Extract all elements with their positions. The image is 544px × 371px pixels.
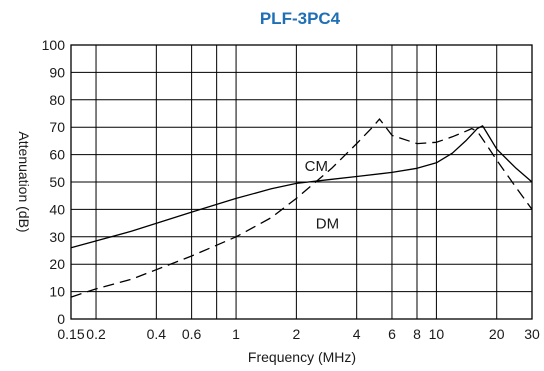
plot-frame bbox=[70, 44, 533, 320]
y-tick-label: 50 bbox=[49, 174, 65, 190]
y-tick-label: 80 bbox=[49, 92, 65, 108]
annotations: CM DM bbox=[305, 158, 339, 233]
x-tick-labels: 0.15 0.2 0.4 0.6 1 2 4 6 8 10 20 30 bbox=[57, 326, 540, 342]
y-tick-label: 90 bbox=[49, 64, 65, 80]
y-tick-label: 100 bbox=[42, 37, 66, 53]
x-tick-label: 20 bbox=[489, 326, 505, 342]
x-tick-label: 0.6 bbox=[182, 326, 202, 342]
x-tick-label: 10 bbox=[429, 326, 445, 342]
x-axis-label: Frequency (MHz) bbox=[248, 349, 356, 365]
x-tick-label: 4 bbox=[353, 326, 361, 342]
y-tick-label: 70 bbox=[49, 119, 65, 135]
y-axis-label: Attenuation (dB) bbox=[16, 131, 32, 232]
x-tick-label: 30 bbox=[524, 326, 540, 342]
x-tick-label: 0.2 bbox=[86, 326, 106, 342]
curve-label-cm: CM bbox=[305, 158, 328, 175]
x-tick-label: 8 bbox=[413, 326, 421, 342]
chart-title: PLF-3PC4 bbox=[260, 9, 341, 28]
curve-label-dm: DM bbox=[316, 216, 339, 233]
x-tick-label: 2 bbox=[292, 326, 300, 342]
series-line-dm bbox=[70, 118, 533, 298]
y-tick-label: 30 bbox=[49, 229, 65, 245]
x-tick-label: 1 bbox=[232, 326, 240, 342]
x-tick-label: 0.15 bbox=[57, 326, 84, 342]
series-group bbox=[70, 118, 533, 298]
y-tick-label: 40 bbox=[49, 201, 65, 217]
y-tick-label: 60 bbox=[49, 147, 65, 163]
x-tick-label: 0.4 bbox=[147, 326, 167, 342]
grid bbox=[70, 44, 533, 320]
series-line-cm bbox=[70, 125, 533, 249]
y-tick-label: 0 bbox=[57, 311, 65, 327]
y-tick-label: 20 bbox=[49, 256, 65, 272]
y-tick-label: 10 bbox=[49, 284, 65, 300]
x-tick-label: 6 bbox=[388, 326, 396, 342]
y-tick-labels: 0 10 20 30 40 50 60 70 80 90 100 bbox=[42, 37, 66, 327]
